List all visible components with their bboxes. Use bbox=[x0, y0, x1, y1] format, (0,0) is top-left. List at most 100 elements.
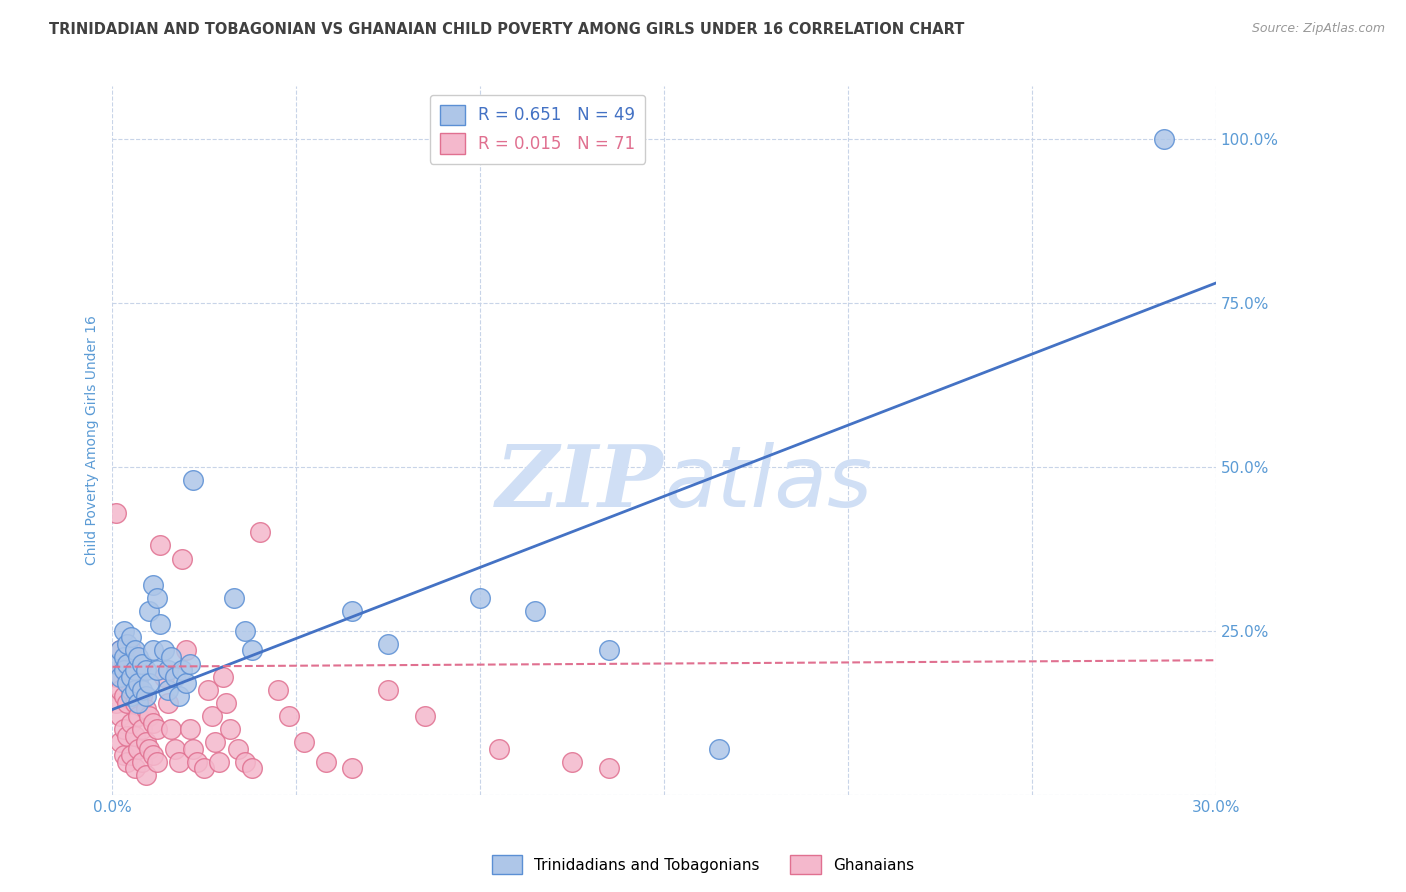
Point bbox=[340, 762, 363, 776]
Point bbox=[120, 670, 142, 684]
Point bbox=[127, 741, 149, 756]
Point bbox=[145, 722, 167, 736]
Point bbox=[124, 643, 146, 657]
Text: ZIP: ZIP bbox=[496, 442, 664, 524]
Point bbox=[598, 762, 620, 776]
Point bbox=[149, 539, 172, 553]
Point bbox=[278, 709, 301, 723]
Point bbox=[131, 657, 153, 671]
Point bbox=[112, 657, 135, 671]
Point bbox=[413, 709, 436, 723]
Legend: R = 0.651   N = 49, R = 0.015   N = 71: R = 0.651 N = 49, R = 0.015 N = 71 bbox=[430, 95, 645, 164]
Point bbox=[524, 604, 547, 618]
Point bbox=[377, 637, 399, 651]
Point bbox=[120, 748, 142, 763]
Point bbox=[135, 702, 157, 716]
Point bbox=[233, 755, 256, 769]
Point bbox=[197, 682, 219, 697]
Point bbox=[201, 709, 224, 723]
Point bbox=[131, 722, 153, 736]
Point bbox=[315, 755, 337, 769]
Point bbox=[167, 755, 190, 769]
Point bbox=[108, 670, 131, 684]
Point bbox=[120, 682, 142, 697]
Point bbox=[131, 690, 153, 704]
Point bbox=[174, 643, 197, 657]
Point bbox=[179, 722, 201, 736]
Point bbox=[120, 690, 142, 704]
Point bbox=[145, 591, 167, 605]
Point bbox=[709, 741, 731, 756]
Point bbox=[163, 741, 186, 756]
Y-axis label: Child Poverty Among Girls Under 16: Child Poverty Among Girls Under 16 bbox=[86, 316, 100, 566]
Point bbox=[127, 676, 149, 690]
Point bbox=[135, 735, 157, 749]
Point bbox=[112, 650, 135, 665]
Point bbox=[186, 755, 208, 769]
Point bbox=[127, 650, 149, 665]
Point bbox=[105, 696, 128, 710]
Point bbox=[108, 735, 131, 749]
Point bbox=[142, 715, 165, 730]
Point bbox=[127, 676, 149, 690]
Point bbox=[135, 663, 157, 677]
Point bbox=[226, 741, 249, 756]
Point bbox=[115, 657, 138, 671]
Point bbox=[138, 741, 160, 756]
Point bbox=[115, 696, 138, 710]
Point bbox=[131, 755, 153, 769]
Point bbox=[135, 690, 157, 704]
Point bbox=[124, 762, 146, 776]
Point bbox=[222, 591, 245, 605]
Text: atlas: atlas bbox=[664, 442, 872, 524]
Point bbox=[108, 682, 131, 697]
Point bbox=[131, 682, 153, 697]
Point bbox=[172, 663, 194, 677]
Point bbox=[488, 741, 510, 756]
Point bbox=[183, 473, 205, 487]
Point bbox=[105, 670, 128, 684]
Point bbox=[115, 755, 138, 769]
Text: Source: ZipAtlas.com: Source: ZipAtlas.com bbox=[1251, 22, 1385, 36]
Point bbox=[156, 663, 179, 677]
Point bbox=[142, 578, 165, 592]
Point bbox=[124, 682, 146, 697]
Point bbox=[145, 663, 167, 677]
Point bbox=[112, 690, 135, 704]
Point bbox=[160, 722, 183, 736]
Point bbox=[138, 709, 160, 723]
Point bbox=[138, 676, 160, 690]
Point bbox=[340, 604, 363, 618]
Point bbox=[193, 762, 215, 776]
Point bbox=[142, 748, 165, 763]
Point bbox=[124, 663, 146, 677]
Point bbox=[1153, 132, 1175, 146]
Point bbox=[105, 657, 128, 671]
Point bbox=[120, 630, 142, 644]
Point bbox=[377, 682, 399, 697]
Point bbox=[120, 715, 142, 730]
Point bbox=[112, 663, 135, 677]
Legend: Trinidadians and Tobagonians, Ghanaians: Trinidadians and Tobagonians, Ghanaians bbox=[485, 849, 921, 880]
Point bbox=[135, 768, 157, 782]
Point bbox=[156, 696, 179, 710]
Point bbox=[124, 729, 146, 743]
Point bbox=[145, 755, 167, 769]
Point bbox=[149, 617, 172, 632]
Point bbox=[108, 643, 131, 657]
Point bbox=[108, 643, 131, 657]
Point bbox=[240, 643, 263, 657]
Point bbox=[112, 624, 135, 638]
Point bbox=[115, 676, 138, 690]
Point bbox=[120, 643, 142, 657]
Point bbox=[470, 591, 492, 605]
Point bbox=[138, 604, 160, 618]
Point bbox=[112, 722, 135, 736]
Point bbox=[219, 722, 242, 736]
Point bbox=[598, 643, 620, 657]
Point bbox=[561, 755, 583, 769]
Point bbox=[156, 682, 179, 697]
Point bbox=[211, 670, 233, 684]
Point bbox=[172, 551, 194, 566]
Point bbox=[127, 709, 149, 723]
